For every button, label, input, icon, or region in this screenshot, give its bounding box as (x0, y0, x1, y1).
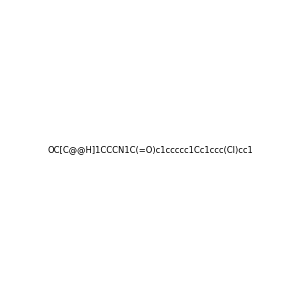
Text: OC[C@@H]1CCCN1C(=O)c1ccccc1Cc1ccc(Cl)cc1: OC[C@@H]1CCCN1C(=O)c1ccccc1Cc1ccc(Cl)cc1 (47, 146, 253, 154)
